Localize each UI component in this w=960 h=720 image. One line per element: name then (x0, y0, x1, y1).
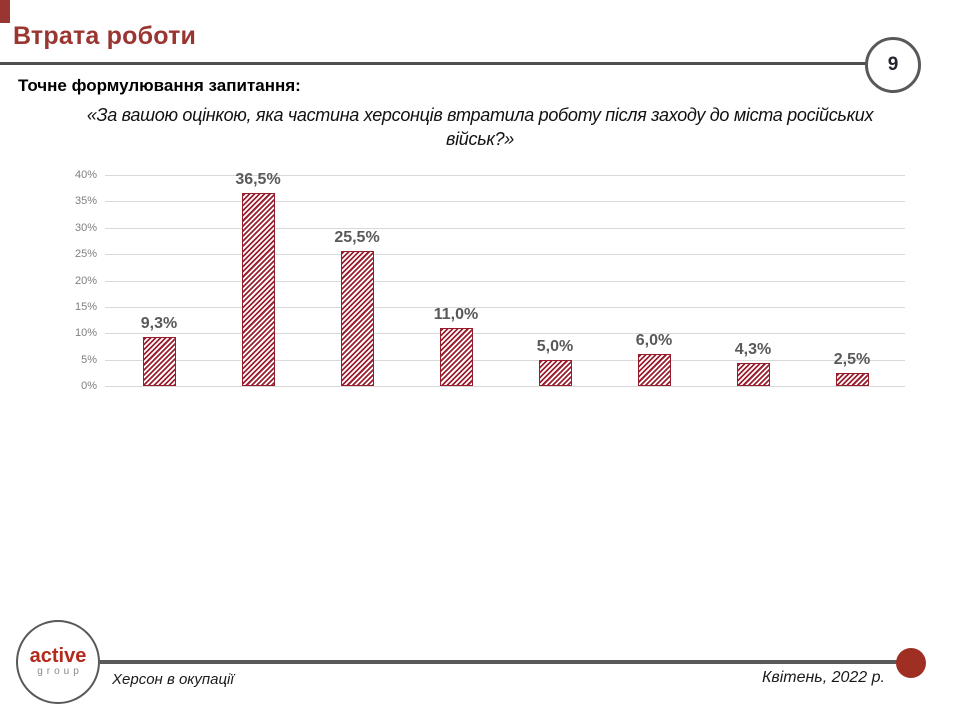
title-rule (0, 62, 866, 65)
gridline (105, 227, 905, 229)
bar (538, 359, 572, 386)
active-group-logo: active group (16, 620, 100, 704)
gridline (105, 333, 905, 335)
gridline (105, 280, 905, 282)
y-axis-tick: 30% (74, 221, 97, 234)
bar-value-label: 36,5% (235, 171, 281, 189)
y-axis-tick: 20% (74, 274, 97, 287)
bar (340, 251, 374, 386)
logo-text-active: active (29, 645, 87, 667)
bar (241, 193, 275, 386)
bar-value-label: 11,0% (433, 305, 479, 323)
logo-text-group: group (37, 666, 83, 677)
question-text-line2: військ?» (446, 129, 514, 149)
y-axis-tick: 5% (81, 353, 97, 366)
bar-value-label: 2,5% (833, 350, 871, 368)
y-axis-tick: 25% (74, 248, 97, 261)
bar-value-label: 4,3% (734, 341, 772, 359)
y-axis-tick: 35% (74, 195, 97, 208)
bar (835, 372, 869, 386)
page-number: 9 (887, 54, 899, 75)
bar (736, 363, 770, 386)
y-axis-tick: 40% (74, 169, 97, 181)
bar (637, 354, 671, 386)
question-label: Точне формулювання запитання: (18, 76, 301, 95)
gridline (105, 306, 905, 308)
footer-rule (100, 660, 897, 664)
bar-value-label: 25,5% (334, 229, 380, 247)
gridline (105, 175, 905, 176)
bar-value-label: 5,0% (536, 337, 574, 355)
gridline (105, 386, 905, 387)
y-axis-tick: 0% (81, 380, 97, 392)
gridline (105, 254, 905, 256)
footer-dot (896, 648, 926, 678)
page-title: Втрата роботи (13, 22, 197, 50)
gridline (105, 359, 905, 361)
footer-project-label: Херсон в окупації (112, 671, 234, 688)
page-number-badge: 9 (865, 37, 921, 93)
accent-square (0, 0, 10, 23)
bar (439, 327, 473, 386)
footer-date-label: Квітень, 2022 р. (761, 669, 885, 686)
bar-value-label: 9,3% (140, 314, 178, 332)
bar (142, 336, 176, 386)
gridline (105, 201, 905, 203)
question-text-line1: «За вашою оцінкою, яка частина херсонців… (86, 105, 874, 125)
bar-chart: 40% 35% 30% 25% 20% 15% 10% 5% 0% 9,3% 36,5% 25,5% 1… (65, 165, 910, 400)
bar-value-label: 6,0% (635, 332, 673, 350)
y-axis-tick: 15% (74, 300, 97, 313)
y-axis-tick: 10% (74, 327, 97, 340)
